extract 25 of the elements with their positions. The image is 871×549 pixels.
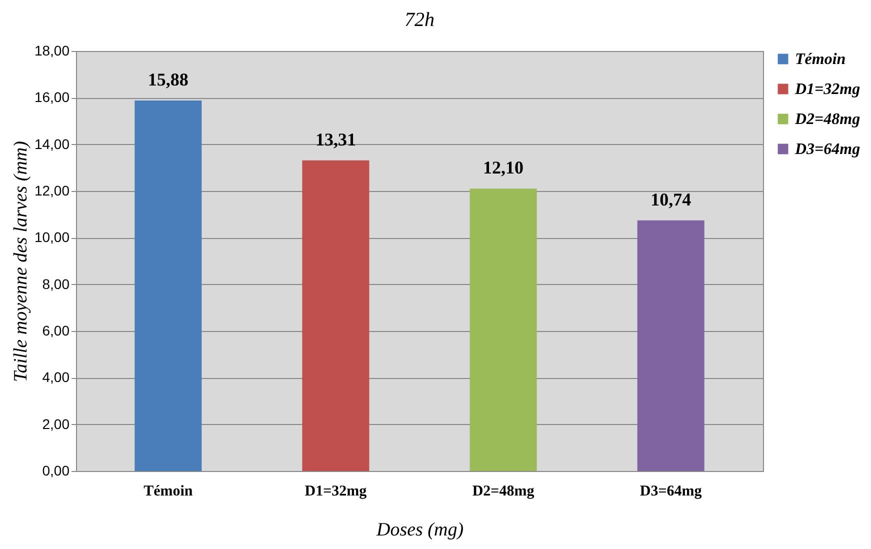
y-tick-label: 14,00	[34, 136, 70, 152]
legend-label: D3=64mg	[794, 141, 860, 158]
x-tick-label: D1=32mg	[304, 484, 368, 500]
data-label: 13,31	[315, 129, 356, 150]
y-tick-label: 8,00	[42, 276, 70, 292]
y-tick-label: 0,00	[42, 462, 70, 478]
data-label: 15,88	[148, 69, 188, 90]
y-axis-title: Taille moyenne des larves (mm)	[10, 141, 32, 382]
y-tick-label: 18,00	[34, 42, 70, 58]
chart-title: 72h	[404, 9, 434, 31]
x-tick-label: Témoin	[144, 484, 194, 500]
y-tick-label: 2,00	[42, 416, 70, 432]
x-axis-title: Doses (mg)	[375, 520, 464, 540]
legend-label: Témoin	[795, 51, 846, 68]
y-tick-label: 16,00	[34, 89, 70, 106]
y-tick-label: 6,00	[42, 322, 70, 338]
legend-label: D1=32mg	[794, 81, 860, 98]
data-label: 10,74	[650, 189, 692, 210]
legend-label: D2=48mg	[794, 111, 860, 128]
y-tick-label: 4,00	[42, 369, 70, 386]
y-tick-label: 12,00	[34, 182, 70, 198]
x-tick-label: D2=48mg	[472, 484, 535, 500]
y-tick-label: 10,00	[34, 229, 70, 246]
data-label: 12,10	[483, 158, 524, 178]
x-tick-label: D3=64mg	[640, 484, 702, 500]
